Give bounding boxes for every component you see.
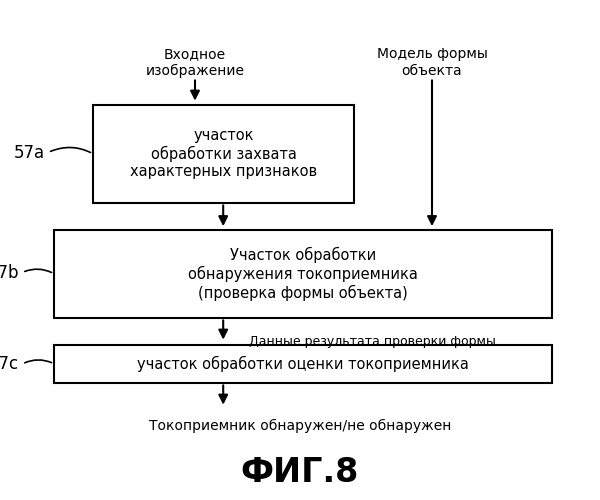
Text: Модель формы
объекта: Модель формы объекта (377, 48, 487, 78)
Text: 57c: 57c (0, 355, 19, 373)
Text: ФИГ.8: ФИГ.8 (241, 456, 359, 489)
Text: Токоприемник обнаружен/не обнаружен: Токоприемник обнаружен/не обнаружен (149, 419, 451, 433)
FancyBboxPatch shape (54, 345, 552, 383)
Text: 57b: 57b (0, 264, 19, 281)
FancyBboxPatch shape (54, 230, 552, 318)
Text: участок
обработки захвата
характерных признаков: участок обработки захвата характерных пр… (130, 128, 317, 180)
Text: Участок обработки
обнаружения токоприемника
(проверка формы объекта): Участок обработки обнаружения токоприемн… (188, 247, 418, 300)
Text: участок обработки оценки токоприемника: участок обработки оценки токоприемника (137, 356, 469, 372)
Text: Входное
изображение: Входное изображение (146, 48, 245, 78)
Text: Данные результата проверки формы: Данные результата проверки формы (248, 335, 496, 348)
Text: 57a: 57a (14, 144, 45, 162)
FancyBboxPatch shape (93, 105, 354, 202)
